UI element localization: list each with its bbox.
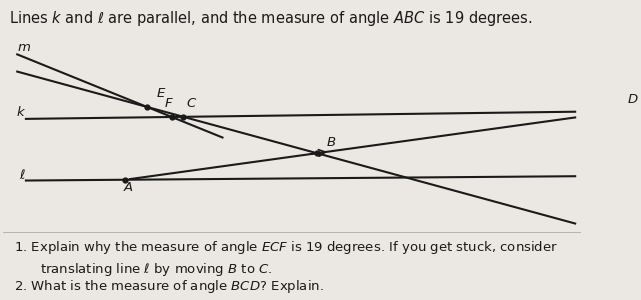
Text: $A$: $A$ bbox=[122, 181, 133, 194]
Text: $\ell$: $\ell$ bbox=[19, 168, 26, 182]
Text: $D$: $D$ bbox=[627, 93, 638, 106]
Text: 1. Explain why the measure of angle $ECF$ is 19 degrees. If you get stuck, consi: 1. Explain why the measure of angle $ECF… bbox=[14, 239, 558, 256]
Text: $m$: $m$ bbox=[17, 41, 31, 54]
Text: translating line $\ell$ by moving $B$ to $C$.: translating line $\ell$ by moving $B$ to… bbox=[40, 261, 273, 278]
Text: 2. What is the measure of angle $BCD$? Explain.: 2. What is the measure of angle $BCD$? E… bbox=[14, 278, 324, 295]
Text: $E$: $E$ bbox=[156, 87, 166, 100]
Text: $k$: $k$ bbox=[16, 105, 26, 119]
Text: Lines $k$ and $\ell$ are parallel, and the measure of angle $ABC$ is 19 degrees.: Lines $k$ and $\ell$ are parallel, and t… bbox=[8, 8, 532, 28]
Text: $F$: $F$ bbox=[164, 97, 174, 110]
Text: $B$: $B$ bbox=[326, 136, 336, 149]
Text: $C$: $C$ bbox=[187, 97, 197, 110]
